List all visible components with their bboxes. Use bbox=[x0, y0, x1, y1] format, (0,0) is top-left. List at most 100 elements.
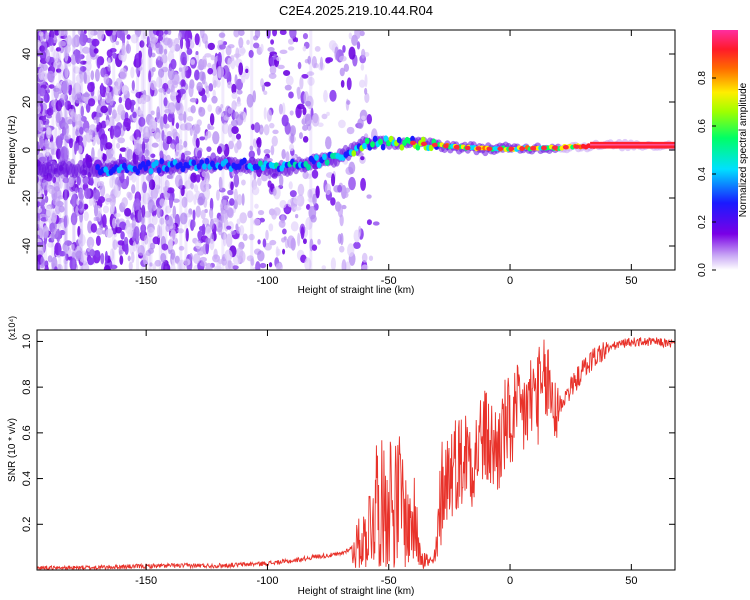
noise-blob bbox=[212, 217, 220, 223]
noise-blob bbox=[226, 225, 232, 230]
noise-blob bbox=[205, 178, 210, 193]
noise-blob bbox=[272, 30, 278, 37]
noise-blob bbox=[343, 63, 350, 72]
noise-blob bbox=[200, 180, 208, 193]
noise-blob bbox=[48, 84, 55, 89]
noise-blob bbox=[238, 250, 246, 263]
noise-blob bbox=[170, 249, 176, 260]
noise-blob bbox=[132, 111, 137, 119]
noise-blob bbox=[279, 30, 287, 36]
noise-blob bbox=[157, 68, 165, 79]
ridge-core bbox=[380, 143, 386, 151]
noise-blob bbox=[334, 46, 339, 61]
noise-blob bbox=[139, 40, 145, 48]
noise-blob bbox=[366, 114, 373, 125]
noise-blob bbox=[119, 67, 128, 80]
noise-blob bbox=[186, 115, 194, 122]
noise-blob bbox=[294, 37, 299, 43]
noise-streak bbox=[164, 30, 168, 270]
noise-blob bbox=[315, 185, 320, 199]
noise-blob bbox=[163, 113, 168, 125]
noise-blob bbox=[95, 216, 100, 222]
noise-blob bbox=[348, 46, 356, 60]
ridge-peak bbox=[551, 145, 558, 150]
noise-blob bbox=[79, 60, 88, 65]
noise-blob bbox=[296, 103, 305, 110]
noise-blob bbox=[192, 209, 196, 222]
noise-blob bbox=[233, 173, 240, 188]
noise-blob bbox=[361, 48, 366, 59]
ridge-core bbox=[396, 136, 402, 144]
noise-blob bbox=[95, 235, 101, 246]
noise-blob bbox=[46, 70, 55, 82]
noise-blob bbox=[93, 203, 99, 217]
noise-blob bbox=[207, 104, 213, 112]
spectrogram-x-tick-label: -50 bbox=[381, 275, 397, 287]
noise-blob bbox=[264, 243, 272, 251]
noise-blob bbox=[106, 49, 113, 58]
noise-blob bbox=[328, 40, 337, 51]
noise-streak bbox=[184, 30, 188, 270]
noise-blob bbox=[326, 111, 330, 117]
noise-blob bbox=[102, 153, 107, 162]
noise-blob bbox=[273, 53, 277, 60]
noise-blob bbox=[125, 223, 133, 235]
noise-blob bbox=[180, 79, 186, 88]
noise-blob bbox=[179, 212, 188, 225]
noise-blob bbox=[238, 45, 246, 56]
snr-y-tick-label: 0.6 bbox=[21, 425, 33, 440]
noise-blob bbox=[230, 55, 235, 62]
noise-blob bbox=[249, 145, 254, 151]
noise-blob bbox=[109, 125, 115, 140]
noise-blob bbox=[231, 100, 237, 111]
noise-blob bbox=[61, 80, 70, 95]
noise-blob bbox=[102, 214, 107, 228]
noise-blob bbox=[190, 182, 194, 190]
ridge-peak bbox=[541, 145, 548, 151]
noise-blob bbox=[77, 225, 81, 238]
noise-blob bbox=[279, 49, 288, 54]
noise-blob bbox=[284, 84, 292, 91]
noise-blob bbox=[148, 70, 152, 83]
noise-blob bbox=[63, 134, 72, 140]
noise-blob bbox=[260, 43, 264, 53]
ridge-core bbox=[201, 163, 207, 170]
noise-blob bbox=[252, 218, 261, 226]
noise-blob bbox=[317, 238, 321, 245]
noise-streak bbox=[142, 30, 146, 270]
noise-blob bbox=[37, 207, 43, 214]
noise-blob bbox=[204, 53, 212, 58]
noise-blob bbox=[191, 220, 196, 228]
ridge-core bbox=[322, 153, 327, 161]
noise-blob bbox=[175, 122, 180, 129]
noise-blob bbox=[251, 186, 260, 196]
noise-blob bbox=[254, 122, 261, 134]
noise-blob bbox=[156, 206, 162, 219]
noise-blob bbox=[195, 205, 201, 218]
ridge-core bbox=[372, 135, 378, 143]
noise-blob bbox=[84, 127, 90, 134]
noise-blob bbox=[92, 136, 99, 142]
ridge-peak bbox=[453, 144, 460, 150]
noise-blob bbox=[199, 261, 208, 267]
noise-blob bbox=[205, 85, 210, 94]
noise-blob bbox=[112, 217, 117, 229]
noise-blob bbox=[146, 36, 150, 46]
noise-blob bbox=[163, 123, 170, 129]
noise-blob bbox=[235, 133, 241, 140]
noise-blob bbox=[295, 214, 299, 219]
noise-blob bbox=[236, 194, 243, 206]
ridge-peak bbox=[508, 146, 515, 151]
noise-blob bbox=[174, 43, 181, 52]
noise-blob bbox=[271, 135, 278, 147]
snr-y-tick-label: 0.4 bbox=[21, 471, 33, 486]
noise-blob bbox=[52, 176, 57, 184]
noise-streak bbox=[64, 30, 68, 270]
noise-blob bbox=[83, 30, 87, 35]
noise-blob bbox=[275, 262, 283, 270]
noise-blob bbox=[95, 227, 104, 236]
noise-blob bbox=[64, 65, 69, 79]
noise-streak bbox=[112, 30, 116, 270]
noise-blob bbox=[71, 112, 78, 123]
noise-blob bbox=[307, 76, 315, 86]
